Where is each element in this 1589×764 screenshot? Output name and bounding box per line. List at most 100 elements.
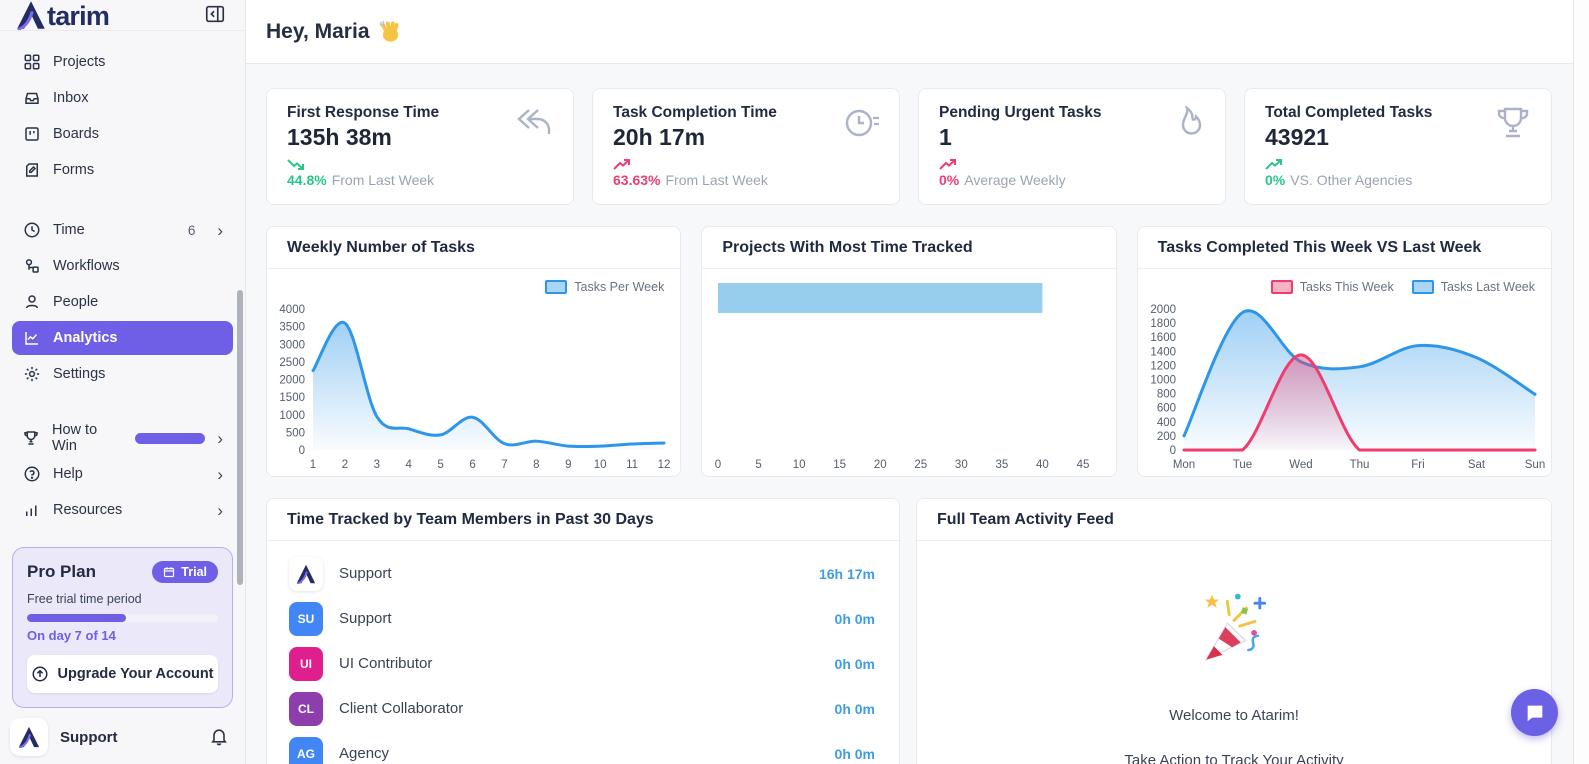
calendar-icon [164, 567, 175, 578]
stat-value: 135h 38m [287, 124, 392, 150]
svg-text:Wed: Wed [1289, 459, 1312, 471]
sidebar-item-label: Projects [53, 54, 106, 70]
sidebar-item-resources[interactable]: Resources › [12, 493, 233, 527]
time-tracked-chart-panel: Projects With Most Time Tracked 0 5 10 15 20… [701, 226, 1117, 477]
member-time[interactable]: 0h 0m [834, 610, 875, 627]
sidebar-item-people[interactable]: People [12, 285, 233, 319]
member-name: UI Contributor [339, 655, 433, 672]
inbox-icon [22, 89, 41, 108]
support-label[interactable]: Support [60, 728, 118, 746]
team-member-row: Support 16h 17m [267, 551, 899, 596]
svg-text:1200: 1200 [1150, 360, 1176, 372]
stat-value: 1 [939, 124, 952, 150]
sidebar-item-time[interactable]: Time 6 › [12, 213, 233, 247]
cta-text: Take Action to Track Your Activity [1124, 752, 1344, 764]
chevron-right-icon[interactable]: › [217, 220, 223, 240]
sidebar-item-workflows[interactable]: Workflows [12, 249, 233, 283]
svg-text:600: 600 [1156, 403, 1175, 415]
chat-button[interactable] [1511, 689, 1558, 736]
sidebar-item-label: Workflows [53, 258, 120, 274]
member-avatar: UI [289, 646, 323, 681]
line-chart-icon [22, 329, 41, 348]
bell-icon[interactable] [209, 726, 229, 749]
collapse-sidebar-icon[interactable] [203, 3, 227, 27]
stat-delta: 63.63% [613, 172, 661, 188]
sidebar-item-help[interactable]: Help › [12, 457, 233, 491]
team-member-row: AG Agency 0h 0m [267, 731, 899, 764]
member-time[interactable]: 16h 17m [818, 565, 875, 582]
page-scrollbar[interactable] [1573, 0, 1589, 764]
svg-text:2: 2 [342, 459, 348, 471]
sidebar-item-analytics[interactable]: Analytics [12, 321, 233, 355]
stat-card-total-completed-tasks: Total Completed Tasks 43921 0% VS. Other … [1244, 88, 1552, 205]
sidebar-scrollbar[interactable] [237, 290, 243, 585]
atarim-logo-avatar [289, 556, 323, 591]
bar-chart-icon [22, 501, 41, 520]
svg-text:3000: 3000 [279, 339, 305, 351]
chevron-right-icon[interactable]: › [217, 500, 223, 520]
trend-down-icon [287, 158, 553, 171]
svg-text:3: 3 [374, 459, 380, 471]
how-to-win-progress-pill [134, 432, 206, 444]
svg-text:15: 15 [834, 459, 847, 471]
welcome-text: Welcome to Atarim! [1169, 707, 1299, 724]
sidebar-item-boards[interactable]: Boards [12, 117, 233, 151]
team-member-row: SU Support 0h 0m [267, 596, 899, 641]
sidebar-item-label: How to Win [52, 422, 98, 454]
svg-text:9: 9 [565, 459, 571, 471]
trend-up-icon [939, 158, 1205, 171]
brand-wordmark: tarim [47, 1, 110, 31]
chevron-right-icon[interactable]: › [217, 428, 223, 448]
stat-card-pending-urgent-tasks: Pending Urgent Tasks 1 0% Average Weekly [918, 88, 1226, 205]
member-time[interactable]: 0h 0m [834, 655, 875, 672]
svg-text:500: 500 [286, 427, 305, 439]
trial-progress-label: On day 7 of 14 [27, 628, 116, 643]
trial-subtitle: Free trial time period [27, 592, 142, 606]
chevron-right-icon[interactable]: › [217, 464, 223, 484]
stats-row: First Response Time 135h 38m 44.8% From L… [266, 88, 1552, 205]
activity-feed-empty-state: Welcome to Atarim! Take Action to Track … [917, 541, 1551, 764]
time-count-badge: 6 [187, 222, 196, 238]
stat-card-task-completion-time: Task Completion Time 20h 17m 63.63% From … [592, 88, 900, 205]
atarim-a-icon [16, 0, 46, 30]
sidebar-item-inbox[interactable]: Inbox [12, 81, 233, 115]
stat-delta: 0% [939, 172, 960, 188]
chart-legend: Tasks Per Week [545, 280, 664, 294]
question-icon [22, 465, 41, 484]
form-icon [22, 161, 41, 180]
trial-badge[interactable]: Trial [152, 561, 218, 583]
svg-text:0: 0 [1169, 445, 1175, 457]
clock-icon [22, 221, 41, 240]
sidebar-item-label: Forms [53, 162, 95, 178]
sidebar-item-how-to-win[interactable]: How to Win › [12, 421, 233, 455]
stat-delta-note: From Last Week [331, 172, 435, 188]
workflow-icon [22, 257, 41, 276]
sidebar-item-forms[interactable]: Forms [12, 153, 233, 187]
sidebar-item-projects[interactable]: Projects [12, 45, 233, 79]
svg-text:30: 30 [955, 459, 968, 471]
sidebar-item-label: Resources [53, 502, 123, 518]
team-member-row: UI UI Contributor 0h 0m [267, 641, 899, 686]
stat-delta-note: VS. Other Agencies [1290, 172, 1413, 188]
svg-text:1400: 1400 [1150, 346, 1176, 358]
upgrade-account-button[interactable]: Upgrade Your Account [27, 655, 218, 693]
upload-circle-icon [32, 666, 48, 682]
member-time[interactable]: 0h 0m [834, 745, 875, 762]
team-time-panel: Time Tracked by Team Members in Past 30 … [266, 498, 900, 764]
chat-bubble-icon [1527, 705, 1542, 721]
svg-text:1000: 1000 [1150, 375, 1176, 387]
svg-text:Fri: Fri [1411, 459, 1424, 471]
member-time[interactable]: 0h 0m [834, 700, 875, 717]
member-avatar: CL [289, 691, 323, 726]
svg-text:1: 1 [310, 459, 316, 471]
svg-text:2500: 2500 [279, 357, 305, 369]
top-header: Hey, Maria [246, 0, 1573, 64]
svg-text:1500: 1500 [279, 392, 305, 404]
chart-title: Weekly Number of Tasks [267, 227, 681, 269]
trend-up-icon [613, 158, 879, 171]
stat-title: First Response Time [287, 104, 440, 121]
svg-text:1600: 1600 [1150, 332, 1176, 344]
svg-text:10: 10 [594, 459, 607, 471]
sidebar-item-settings[interactable]: Settings [12, 357, 233, 391]
